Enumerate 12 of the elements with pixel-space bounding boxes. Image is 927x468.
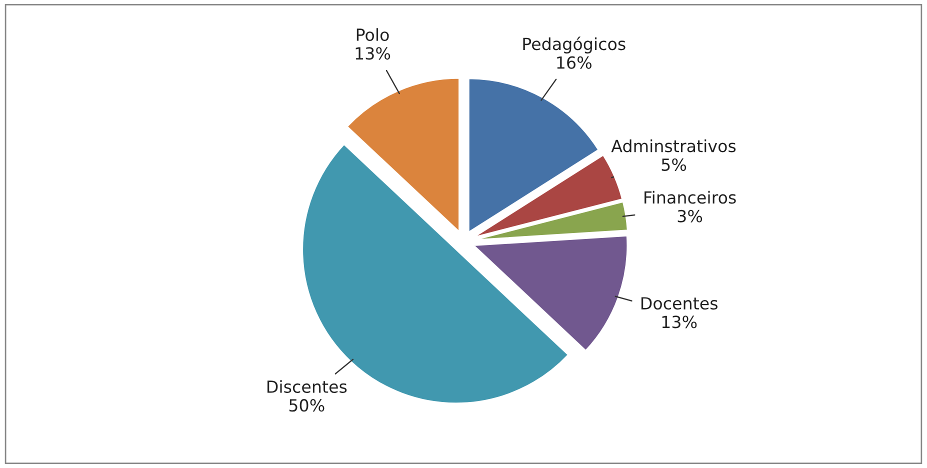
- slice-label: Docentes: [641, 297, 718, 310]
- slice-label: Adminstrativos: [611, 139, 736, 152]
- slice-label: Pedagógicos: [523, 36, 626, 54]
- data-label: 13%: [356, 47, 390, 60]
- slice-label: Discentes: [267, 380, 347, 394]
- data-label: 50%: [289, 399, 324, 412]
- data-label: 16%: [557, 56, 592, 69]
- data-label: 13%: [662, 316, 697, 328]
- data-label: 5%: [662, 158, 686, 171]
- data-label: 3%: [678, 210, 702, 222]
- slice-label: Financeiros: [644, 190, 736, 204]
- slice-label: Polo: [356, 28, 389, 42]
